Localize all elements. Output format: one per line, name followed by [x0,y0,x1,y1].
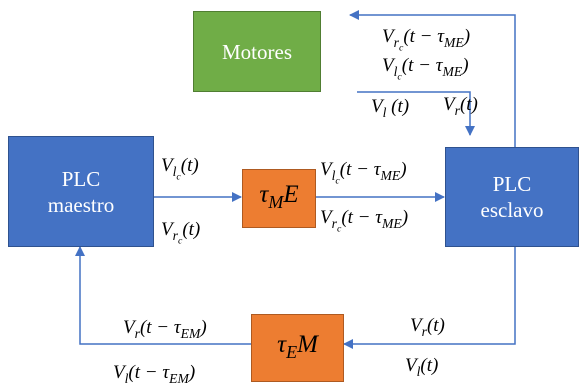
label-motores-in-vr: Vrc(t − τME) [382,26,471,54]
arrow-esclavo-to-tau-em [343,247,516,349]
label-motores-in-vl: Vlc(t − τME) [382,55,469,83]
plc-esclavo-label-line-1: PLC [492,172,532,196]
arrow-tau-em-to-maestro [75,246,251,345]
plc-esclavo-node: PLC esclavo [445,147,579,247]
motores-node: Motores [193,11,321,92]
arrow-motores-to-esclavo [357,91,475,136]
arrow-esclavo-to-motores [349,10,516,147]
label-esclavo-in-vr: Vrc(t − τME) [320,207,409,235]
plc-maestro-label-line-1: PLC [61,166,101,191]
plc-maestro-label-line-2: maestro [47,192,115,217]
label-motores-out-vr: Vr(t) [443,94,478,118]
label-motores-out-vl: Vl (t) [371,96,410,120]
label-maestro-out-vr: Vrc(t) [161,219,201,247]
tau-em-label: τEM [277,330,318,362]
tau-me-node: τME [242,169,316,228]
label-esclavo-out-vr: Vr(t) [410,315,445,339]
label-esclavo-out-vl: Vl(t) [405,355,439,379]
tau-em-node: τEM [251,314,344,382]
plc-esclavo-label-line-2: esclavo [480,198,544,222]
label-maestro-out-vl: Vlc(t) [161,155,199,183]
label-maestro-in-vr: Vr(t − τEM) [123,317,207,341]
tau-me-label: τME [259,181,299,213]
plc-maestro-node: PLC maestro [8,136,154,247]
label-esclavo-in-vl: Vlc(t − τME) [320,159,407,187]
motores-label: Motores [222,39,292,64]
label-maestro-in-vl: Vl(t − τEM) [113,362,196,386]
